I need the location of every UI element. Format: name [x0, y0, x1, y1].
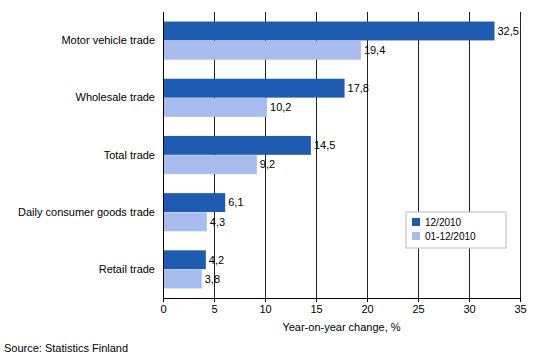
bar: [163, 193, 225, 212]
tick-label: 0: [160, 303, 166, 315]
tick-label: 15: [310, 303, 322, 315]
tick-label: 10: [259, 303, 271, 315]
data-label: 17,8: [348, 82, 369, 94]
legend: 12/2010 01-12/2010: [406, 212, 506, 248]
tick: 5: [211, 298, 217, 315]
tick-label: 25: [412, 303, 424, 315]
tick-mark: [367, 298, 368, 302]
bar: [163, 98, 267, 117]
bar: [163, 136, 311, 155]
legend-item: 12/2010: [412, 217, 462, 228]
tick-mark: [163, 298, 164, 302]
legend-item: 01-12/2010: [412, 231, 476, 242]
legend-box: [406, 212, 506, 248]
grid: [163, 12, 520, 298]
plot: 32,5 17,8 14,5 6,1 4,2 19,4 10,2 9,2 4,3 3,8 0 5 10 1…: [18, 12, 527, 315]
tick: 35: [514, 298, 526, 315]
data-labels: 32,5 17,8 14,5 6,1 4,2 19,4 10,2 9,2 4,3 3,8: [205, 25, 519, 285]
bar: [163, 155, 257, 174]
data-label: 6,1: [228, 196, 243, 208]
legend-swatch: [412, 232, 420, 240]
tick-label: 5: [211, 303, 217, 315]
data-label: 4,3: [210, 216, 225, 228]
category-label: Daily consumer goods trade: [18, 206, 155, 218]
tick: Daily consumer goods trade: [18, 206, 163, 218]
tick-label: 20: [361, 303, 373, 315]
category-label: Motor vehicle trade: [61, 34, 155, 46]
tick: 25: [412, 298, 424, 315]
axis-line: [163, 13, 164, 299]
grid-line: [520, 12, 521, 298]
tick: 10: [259, 298, 271, 315]
chart-svg: 32,5 17,8 14,5 6,1 4,2 19,4 10,2 9,2 4,3 3,8 0 5 10 1…: [0, 0, 534, 360]
data-label: 14,5: [314, 139, 335, 151]
y-axis: Motor vehicle trade Wholesale trade Total …: [18, 13, 163, 299]
legend-swatch: [412, 218, 420, 226]
tick: Retail trade: [99, 263, 163, 275]
tick-mark: [520, 298, 521, 302]
grid-line: [469, 12, 470, 298]
tick: 30: [463, 298, 475, 315]
data-label: 19,4: [364, 44, 385, 56]
tick: Total trade: [104, 149, 163, 161]
bar: [163, 22, 495, 41]
data-label: 4,2: [209, 254, 224, 266]
tick-mark: [418, 298, 419, 302]
axis-line: [164, 299, 521, 303]
tick: 0: [160, 298, 166, 315]
tick: 15: [310, 298, 322, 315]
x-axis: 0 5 10 15 20 25 30 35: [160, 298, 526, 315]
tick-mark: [265, 298, 266, 302]
axis-title: Year-on-year change, %: [282, 321, 400, 333]
bar: [163, 250, 206, 269]
bar: [163, 41, 361, 60]
grid-line: [163, 12, 164, 298]
chart-container: 32,5 17,8 14,5 6,1 4,2 19,4 10,2 9,2 4,3 3,8 0 5 10 1…: [0, 0, 534, 360]
category-label: Total trade: [104, 149, 155, 161]
data-label: 32,5: [498, 25, 519, 37]
data-label: 3,8: [205, 273, 220, 285]
tick-mark: [214, 298, 215, 302]
category-label: Wholesale trade: [76, 91, 156, 103]
tick-label: 35: [514, 303, 526, 315]
legend-label: 12/2010: [425, 217, 462, 228]
tick-label: 30: [463, 303, 475, 315]
data-label: 9,2: [260, 158, 275, 170]
tick: Wholesale trade: [76, 91, 164, 103]
tick: 20: [361, 298, 373, 315]
tick-mark: [469, 298, 470, 302]
data-label: 10,2: [270, 101, 291, 113]
category-label: Retail trade: [99, 263, 155, 275]
annotation: Source: Statistics Finland: [4, 342, 128, 354]
bar: [163, 79, 345, 98]
legend-label: 01-12/2010: [425, 231, 476, 242]
tick-mark: [316, 298, 317, 302]
bar: [163, 270, 202, 289]
tick: Motor vehicle trade: [61, 34, 163, 46]
bar: [163, 212, 207, 231]
grid-line: [418, 12, 419, 298]
